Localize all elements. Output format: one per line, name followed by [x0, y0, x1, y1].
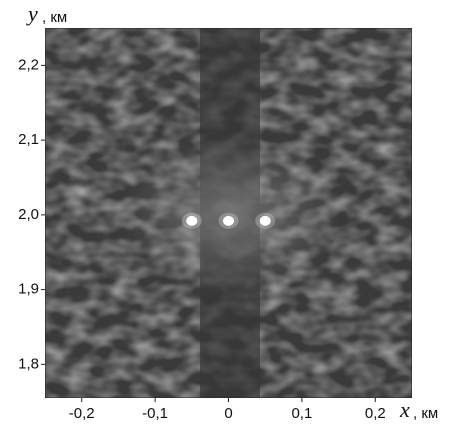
x-axis-name: x	[399, 397, 410, 422]
image-area	[45, 28, 412, 398]
y-tick-label: 2,0	[18, 206, 39, 223]
y-axis-name: y	[26, 1, 38, 26]
x-tick-label: -0,1	[142, 405, 168, 422]
x-tick-label: 0,1	[291, 405, 312, 422]
y-axis-unit: , км	[42, 9, 67, 26]
central-glow	[121, 135, 341, 295]
y-tick-label: 2,1	[18, 131, 39, 148]
x-tick-label: 0,2	[365, 405, 386, 422]
bright-spot	[186, 215, 198, 226]
y-tick-label: 1,8	[18, 355, 39, 372]
x-tick-label: -0,2	[69, 405, 95, 422]
bright-spot	[259, 215, 271, 226]
x-tick-label: 0	[224, 405, 232, 422]
x-axis-unit: , км	[413, 405, 438, 422]
bright-spot	[223, 215, 234, 226]
y-tick-label: 2,2	[18, 56, 39, 73]
y-tick-label: 1,9	[18, 281, 39, 298]
